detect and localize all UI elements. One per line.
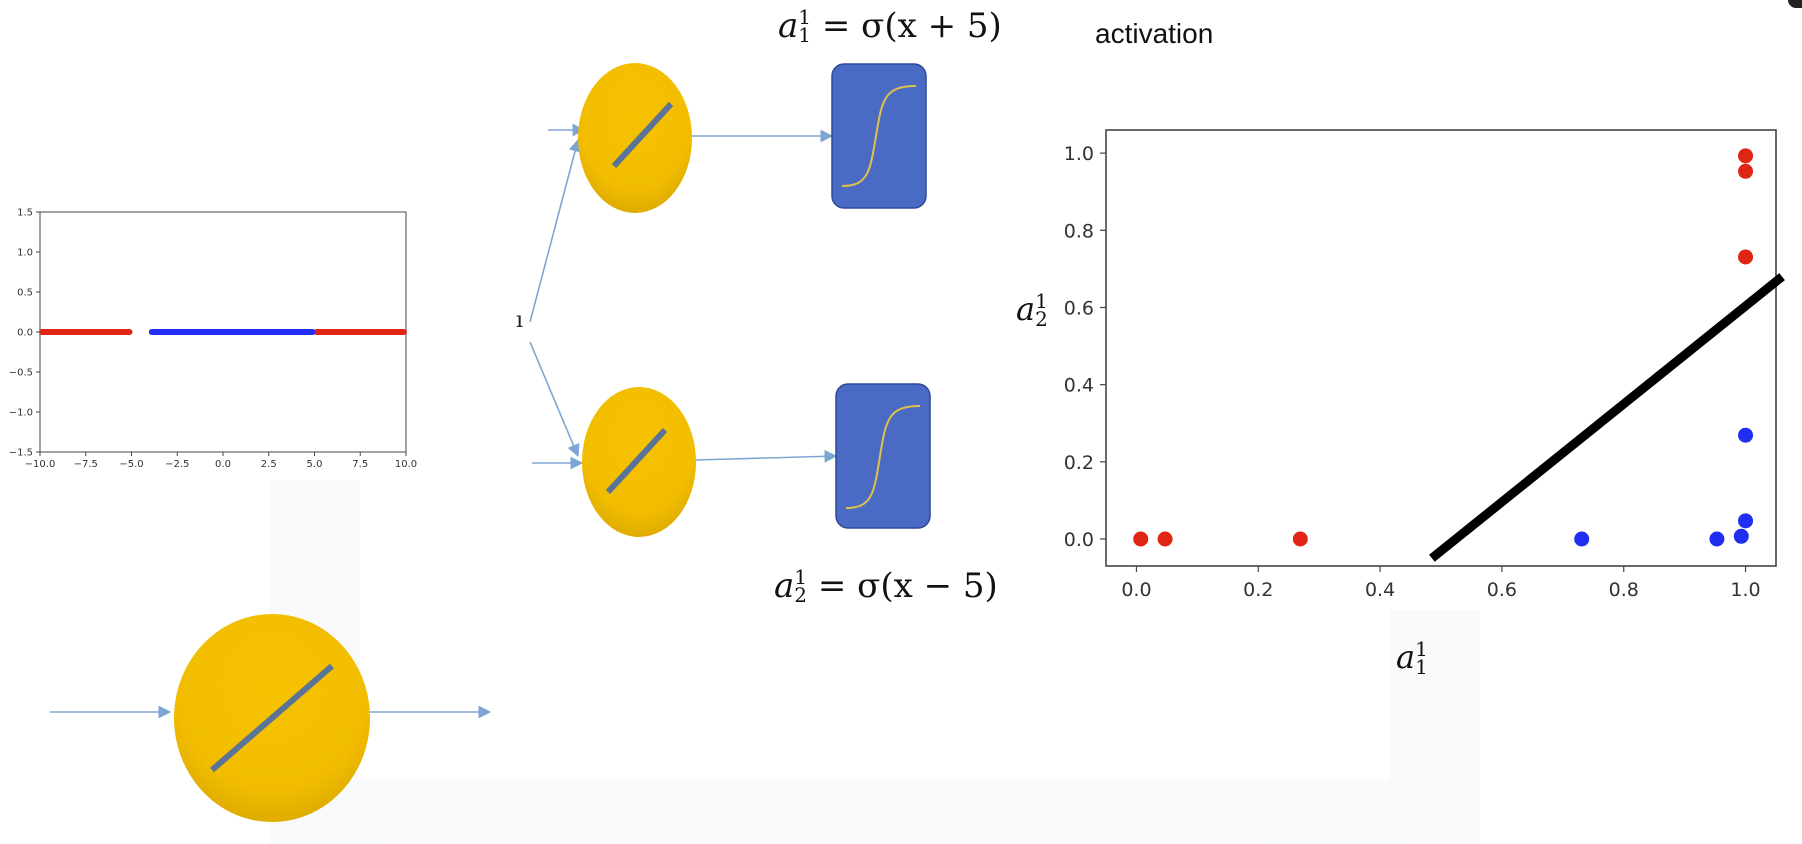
corner-mark [1788, 0, 1802, 8]
neuron-to-sigmoid-bottom-arrow [695, 449, 838, 463]
x-tick-label: 0.0 [1121, 579, 1151, 601]
connections [50, 123, 838, 719]
y-tick-label: 0.2 [1064, 452, 1094, 474]
neuron-large [174, 614, 370, 822]
y-tick-label: 1.5 [17, 208, 33, 219]
x-tick-label: 0.4 [1365, 579, 1395, 601]
small-plot-x-axis: −10.0 −7.5 −5.0 −2.5 0.0 2.5 5.0 7.5 10.0 [25, 452, 417, 470]
x-tick-label: 1.0 [1730, 579, 1760, 601]
y-tick-label: 1.0 [1064, 143, 1094, 165]
red-data-point [1738, 249, 1754, 265]
y-tick-label: 1.0 [17, 248, 33, 259]
sigmoid-icon [845, 405, 921, 509]
big-plot-x-axis: 0.0 0.2 0.4 0.6 0.8 1.0 [1121, 566, 1761, 601]
red-data-point [1157, 531, 1173, 547]
x-tick-label: −2.5 [165, 459, 189, 470]
x-tick-label: −5.0 [119, 459, 143, 470]
decision-boundary-line [1429, 273, 1785, 562]
x-tick-label: 7.5 [352, 459, 368, 470]
blue-data-point [1738, 427, 1754, 443]
x-tick-label: 0.8 [1609, 579, 1639, 601]
x-tick-label: 0.0 [215, 459, 231, 470]
linear-icon [210, 663, 334, 773]
watermark [270, 480, 1480, 844]
activation-scatter-plot: 0.0 0.2 0.4 0.6 0.8 1.0 0.0 0.2 0.4 0.6 0.8 1.0 [1064, 129, 1785, 601]
red-data-point [1738, 148, 1754, 164]
blue-data-point [1738, 513, 1754, 529]
neuron-top [578, 63, 692, 213]
x-tick-label: −7.5 [74, 459, 98, 470]
x-tick-label: 0.6 [1487, 579, 1517, 601]
x-tick-label: 5.0 [307, 459, 323, 470]
x-tick-label: 0.2 [1243, 579, 1273, 601]
branch-up-arrow [529, 138, 582, 323]
y-tick-label: 0.8 [1064, 220, 1094, 242]
y-tick-label: −1.5 [9, 448, 33, 459]
y-tick-label: −1.0 [9, 408, 33, 419]
sigmoid-box-top [831, 63, 927, 209]
red-data-point [1738, 163, 1754, 179]
activation-title: activation [1095, 18, 1214, 49]
input-distribution-plot: −1.5 −1.0 −0.5 0.0 0.5 1.0 1.5 −10.0 −7.5 −5.0 −2… [9, 208, 417, 471]
y-tick-label: 0.0 [1064, 529, 1094, 551]
x-tick-label: 2.5 [261, 459, 277, 470]
big-plot-frame [1105, 129, 1777, 567]
blue-data-point [1733, 528, 1749, 544]
sigmoid-box-bottom [835, 383, 931, 529]
y-tick-label: 0.5 [17, 288, 33, 299]
branch-down-arrow [529, 341, 580, 458]
linear-icon [611, 101, 674, 169]
x-tick-label: −10.0 [25, 459, 56, 470]
x-tick-label: 10.0 [395, 459, 417, 470]
y-tick-label: 0.6 [1064, 297, 1094, 319]
red-data-point [1133, 531, 1149, 547]
big-plot-y-axis: 0.0 0.2 0.4 0.6 0.8 1.0 [1064, 143, 1106, 551]
blue-data-point [1574, 531, 1590, 547]
red-data-point [1292, 531, 1308, 547]
big-plot-series [1133, 148, 1754, 547]
small-plot-y-axis: −1.5 −1.0 −0.5 0.0 0.5 1.0 1.5 [9, 208, 40, 459]
cut-off-glyph: ı [516, 308, 524, 333]
y-tick-label: −0.5 [9, 368, 33, 379]
sigmoid-icon [841, 85, 917, 187]
linear-icon [605, 427, 668, 495]
neuron-bottom [582, 387, 696, 537]
y-tick-label: 0.0 [17, 328, 33, 339]
y-tick-label: 0.4 [1064, 375, 1094, 397]
blue-data-point [1709, 531, 1725, 547]
